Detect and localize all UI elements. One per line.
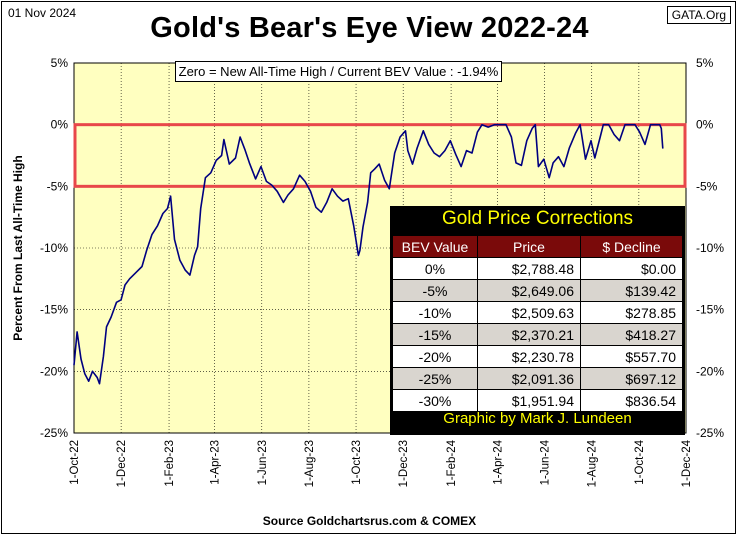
y-tick-label-right: -20% <box>696 364 724 378</box>
y-tick-label-right: -5% <box>696 179 718 193</box>
x-tick-label: 1-Aug-24 <box>587 439 599 487</box>
y-tick-label-left: -25% <box>40 426 68 440</box>
source-badge: GATA.Org <box>666 6 731 24</box>
source-footer: Source Goldchartsrus.com & COMEX <box>262 514 477 528</box>
chart-title: Gold's Bear's Eye View 2022-24 <box>150 12 589 44</box>
x-tick-label: 1-Oct-23 <box>351 440 363 485</box>
cell-bev-value: 0% <box>392 257 478 280</box>
y-tick-label-right: -15% <box>696 303 724 317</box>
y-tick-label-left: -10% <box>40 241 68 255</box>
cell-bev-value: -15% <box>392 323 478 346</box>
y-axis-label: Percent From Last All-Time High <box>11 155 25 340</box>
table-credit: Graphic by Mark J. Lundeen <box>443 410 632 427</box>
y-tick-label-right: 0% <box>696 118 714 132</box>
cell-bev-value: -10% <box>392 301 478 324</box>
cell-price: $2,370.21 <box>477 323 581 346</box>
table-title: Gold Price Corrections <box>441 208 634 229</box>
cell-bev-value: -30% <box>392 389 478 412</box>
cell-price: $2,091.36 <box>477 367 581 390</box>
cell-decline: $697.12 <box>580 367 683 390</box>
y-tick-label-left: -5% <box>47 179 69 193</box>
bev-series-line <box>73 123 664 385</box>
x-tick-label: 1-Feb-23 <box>164 440 176 487</box>
cell-price: $2,788.48 <box>477 257 581 280</box>
cell-price: $1,951.94 <box>477 389 581 412</box>
cell-price: $2,509.63 <box>477 301 581 324</box>
x-tick-label: 1-Aug-23 <box>304 440 316 487</box>
table-row: -25% $2,091.36 $697.12 <box>392 367 683 390</box>
cell-decline: $418.27 <box>580 323 683 346</box>
x-tick-label: 1-Jun-24 <box>540 439 552 485</box>
cell-bev-value: -5% <box>392 279 478 302</box>
chart-subtitle: Zero = New All-Time High / Current BEV V… <box>175 61 502 82</box>
cell-price: $2,649.06 <box>477 279 581 302</box>
y-tick-label-left: -15% <box>40 303 68 317</box>
table-header-row: BEV Value Price $ Decline <box>392 235 683 258</box>
x-tick-label: 1-Dec-24 <box>681 439 693 487</box>
x-tick-label: 1-Jun-23 <box>257 440 269 485</box>
y-tick-label-right: -10% <box>696 241 724 255</box>
x-tick-label: 1-Apr-24 <box>492 439 504 484</box>
date-label: 01 Nov 2024 <box>8 6 77 20</box>
corrections-table: BEV Value Price $ Decline 0% $2,788.48 $0.… <box>392 235 683 412</box>
y-tick-label-left: -20% <box>40 364 68 378</box>
header-bev-value: BEV Value <box>392 235 478 258</box>
y-tick-label-left: 0% <box>51 118 69 132</box>
y-tick-label-right: -25% <box>696 426 724 440</box>
y-tick-label-right: 5% <box>696 56 714 70</box>
table-row: -20% $2,230.78 $557.70 <box>392 345 683 368</box>
cell-decline: $557.70 <box>580 345 683 368</box>
corrections-table-panel: Gold Price Corrections BEV Value Price $… <box>390 206 685 435</box>
x-tick-label: 1-Feb-24 <box>446 439 458 486</box>
cell-decline: $278.85 <box>580 301 683 324</box>
cell-price: $2,230.78 <box>477 345 581 368</box>
highlight-box <box>73 123 687 188</box>
y-tick-label-left: 5% <box>51 56 69 70</box>
cell-decline: $836.54 <box>580 389 683 412</box>
table-row: -15% $2,370.21 $418.27 <box>392 323 683 346</box>
table-row: -30% $1,951.94 $836.54 <box>392 389 683 412</box>
header-decline: $ Decline <box>580 235 683 258</box>
x-tick-label: 1-Oct-24 <box>634 439 646 484</box>
cell-decline: $139.42 <box>580 279 683 302</box>
table-row: 0% $2,788.48 $0.00 <box>392 257 683 280</box>
cell-bev-value: -20% <box>392 345 478 368</box>
x-tick-label: 1-Dec-22 <box>116 440 128 487</box>
table-row: -5% $2,649.06 $139.42 <box>392 279 683 302</box>
cell-bev-value: -25% <box>392 367 478 390</box>
cell-decline: $0.00 <box>580 257 683 280</box>
x-tick-label: 1-Dec-23 <box>398 440 410 487</box>
x-tick-label: 1-Apr-23 <box>210 440 222 485</box>
x-tick-label: 1-Oct-22 <box>69 440 81 485</box>
table-row: -10% $2,509.63 $278.85 <box>392 301 683 324</box>
header-price: Price <box>477 235 581 258</box>
